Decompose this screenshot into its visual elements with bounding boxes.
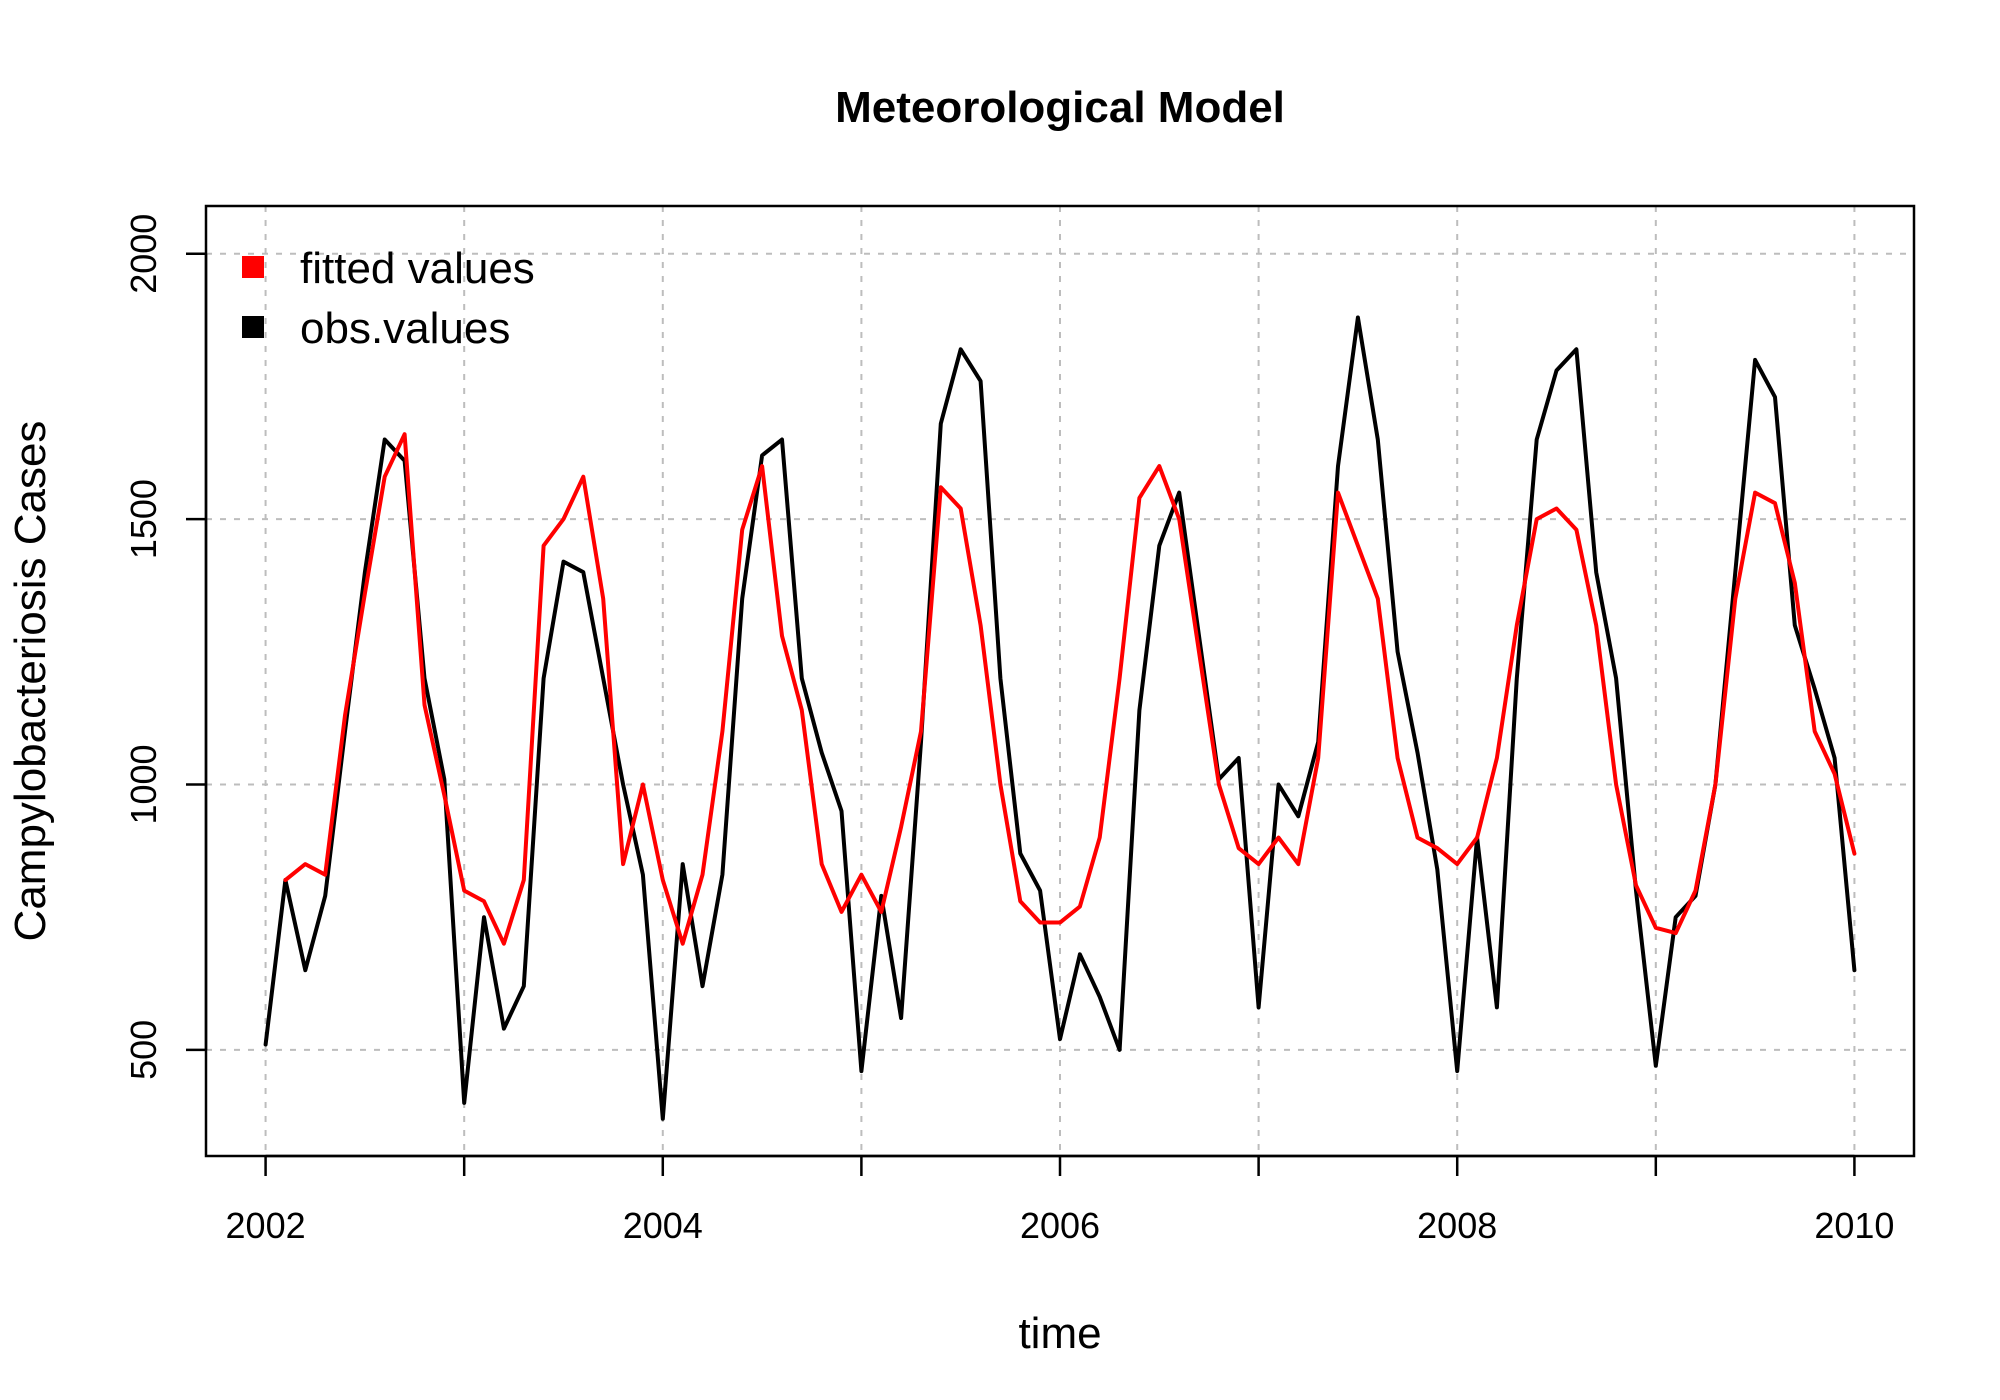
series-line-obs-values bbox=[263, 315, 1857, 1121]
legend-label-obs-values: obs.values bbox=[300, 304, 510, 353]
y-tick-label: 500 bbox=[123, 1020, 164, 1080]
x-tick-label: 2006 bbox=[1020, 1205, 1100, 1246]
series-lines bbox=[263, 315, 1857, 1121]
y-axis-label: Campylobacteriosis Cases bbox=[6, 421, 55, 942]
legend: fitted values obs.values bbox=[242, 244, 535, 353]
x-tick-label: 2004 bbox=[623, 1205, 703, 1246]
y-tick-label: 1500 bbox=[123, 479, 164, 559]
x-axis-label: time bbox=[1018, 1309, 1101, 1358]
y-tick-label: 2000 bbox=[123, 214, 164, 294]
x-axis: 2002 2004 2006 2008 2010 bbox=[226, 1154, 1894, 1246]
x-tick-label: 2002 bbox=[226, 1205, 306, 1246]
y-tick-label: 1000 bbox=[123, 744, 164, 824]
x-tick-label: 2008 bbox=[1417, 1205, 1497, 1246]
legend-label-fitted-values: fitted values bbox=[300, 244, 535, 293]
series-line-fitted-values bbox=[283, 432, 1857, 946]
x-tick-label: 2010 bbox=[1814, 1205, 1894, 1246]
chart-title: Meteorological Model bbox=[835, 83, 1285, 132]
legend-swatch-fitted-values bbox=[242, 256, 264, 278]
legend-swatch-obs-values bbox=[242, 316, 264, 338]
y-axis: 500 1000 1500 2000 bbox=[123, 214, 208, 1080]
grid bbox=[206, 206, 1914, 1156]
